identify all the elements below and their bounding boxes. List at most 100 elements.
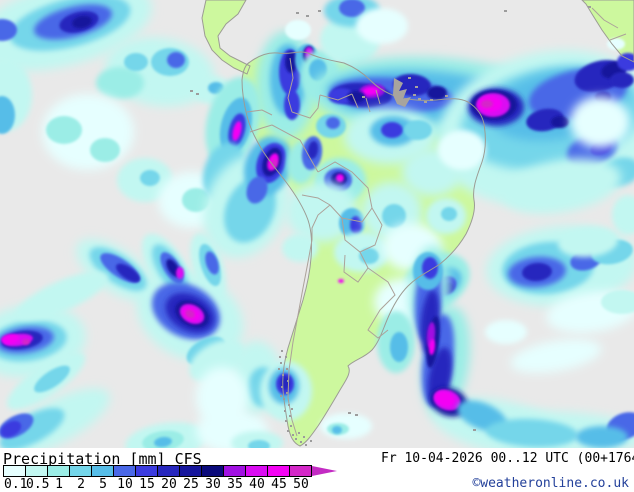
precip-blob xyxy=(231,431,283,448)
landmass-central-america xyxy=(202,0,250,74)
fjord-dot xyxy=(289,415,291,417)
precip-blob xyxy=(350,216,362,234)
border-brazil-argentina-uruguay xyxy=(367,267,396,339)
precip-blob xyxy=(481,100,493,108)
precip-blob xyxy=(390,332,408,362)
precip-blob xyxy=(185,309,195,319)
scale-swatch-50 xyxy=(289,465,312,477)
scale-label: 20 xyxy=(161,477,177,492)
fjord-dot xyxy=(295,438,297,440)
island xyxy=(473,429,476,431)
border-venezuela-colombia xyxy=(287,57,294,113)
scale-label: 35 xyxy=(227,477,243,492)
precip-blob xyxy=(232,121,242,141)
fjord-dot xyxy=(285,356,287,358)
precip-blob xyxy=(612,195,634,235)
precip-blob xyxy=(46,116,82,144)
precip-blob xyxy=(486,418,578,448)
precip-blob xyxy=(248,440,270,448)
scale-label: 30 xyxy=(205,477,221,492)
river-speckle xyxy=(430,99,433,101)
river-speckle xyxy=(413,94,416,96)
border-peru-brazil xyxy=(271,124,319,173)
fjord-dot xyxy=(282,374,284,376)
island xyxy=(196,93,199,95)
island xyxy=(588,6,591,8)
scale-label: 2 xyxy=(77,477,85,492)
scale-swatch-20 xyxy=(157,465,180,477)
precip-blob xyxy=(282,234,318,262)
precip-blob xyxy=(246,176,268,204)
border-colombia-brazil xyxy=(291,94,321,119)
precip-blob xyxy=(558,226,618,258)
scale-swatch-2 xyxy=(69,465,92,477)
scale-labels: 0.1 0.5 1 2 5 10 15 20 25 30 35 40 45 50 xyxy=(4,477,312,492)
precip-blob xyxy=(522,262,552,282)
border-chile-argentina xyxy=(287,239,313,437)
scale-swatch-30 xyxy=(201,465,224,477)
precip-blob xyxy=(0,408,65,448)
scale-label: 5 xyxy=(99,477,107,492)
precip-blob xyxy=(90,138,120,162)
fjord-dot xyxy=(285,420,287,422)
precipitation-map xyxy=(0,0,634,448)
precip-blob xyxy=(576,426,628,448)
river-speckle xyxy=(445,95,448,97)
island xyxy=(318,10,321,12)
precip-blob xyxy=(307,141,319,159)
fjord-dot xyxy=(286,392,288,394)
precip-blob xyxy=(382,204,406,228)
precip-blob xyxy=(339,0,365,17)
scale-overflow-arrow xyxy=(312,466,337,476)
legend-bar: Precipitation [mm] CFS Fr 10-04-2026 00.… xyxy=(0,448,634,492)
precip-blob xyxy=(551,116,569,128)
precip-blob xyxy=(0,96,15,134)
fjord-dot xyxy=(278,368,280,370)
scale-swatch-45 xyxy=(267,465,290,477)
fjord-dot xyxy=(288,404,290,406)
precip-blob xyxy=(441,207,457,221)
island xyxy=(355,414,358,416)
precip-blob xyxy=(617,53,634,71)
fjord-dot xyxy=(303,436,305,438)
precip-blob xyxy=(0,19,17,41)
border-africa-borders xyxy=(591,7,627,41)
precip-blob xyxy=(205,251,219,275)
precip-blob xyxy=(607,38,625,50)
precip-blob xyxy=(610,72,634,88)
border-bolivia xyxy=(317,161,373,223)
scale-label: 15 xyxy=(139,477,155,492)
fjord-dot xyxy=(283,398,285,400)
precip-blob xyxy=(72,15,92,29)
river-speckle xyxy=(418,98,421,100)
precip-blob xyxy=(196,367,248,427)
precip-blob xyxy=(326,117,340,129)
precip-blob xyxy=(422,257,438,279)
precip-blob xyxy=(428,339,436,355)
precip-blob xyxy=(601,290,634,314)
precip-blob xyxy=(176,267,184,279)
border-ecuador-peru xyxy=(249,124,273,133)
border-peru-bolivia xyxy=(301,194,331,206)
fjord-dot xyxy=(280,362,282,364)
precip-blob xyxy=(270,159,278,169)
fjord-dot xyxy=(292,434,294,436)
scale-swatch-0.1 xyxy=(3,465,26,477)
scale-label: 0.5 xyxy=(26,477,50,492)
precip-blob xyxy=(0,420,22,438)
island xyxy=(190,90,193,92)
scale-swatch-40 xyxy=(245,465,268,477)
river-speckle xyxy=(362,96,365,98)
scale-label: 45 xyxy=(271,477,287,492)
precip-blob xyxy=(502,158,622,214)
precip-blob xyxy=(438,130,486,170)
scale-swatch-0.5 xyxy=(25,465,48,477)
precip-blob xyxy=(570,96,630,148)
scale-swatch-5 xyxy=(91,465,114,477)
scale-swatch-15 xyxy=(135,465,158,477)
fjord-dot xyxy=(286,368,288,370)
fjord-dot xyxy=(290,425,292,427)
fjord-dot xyxy=(300,441,302,443)
scale-swatch-35 xyxy=(223,465,246,477)
precip-blob xyxy=(115,263,141,283)
